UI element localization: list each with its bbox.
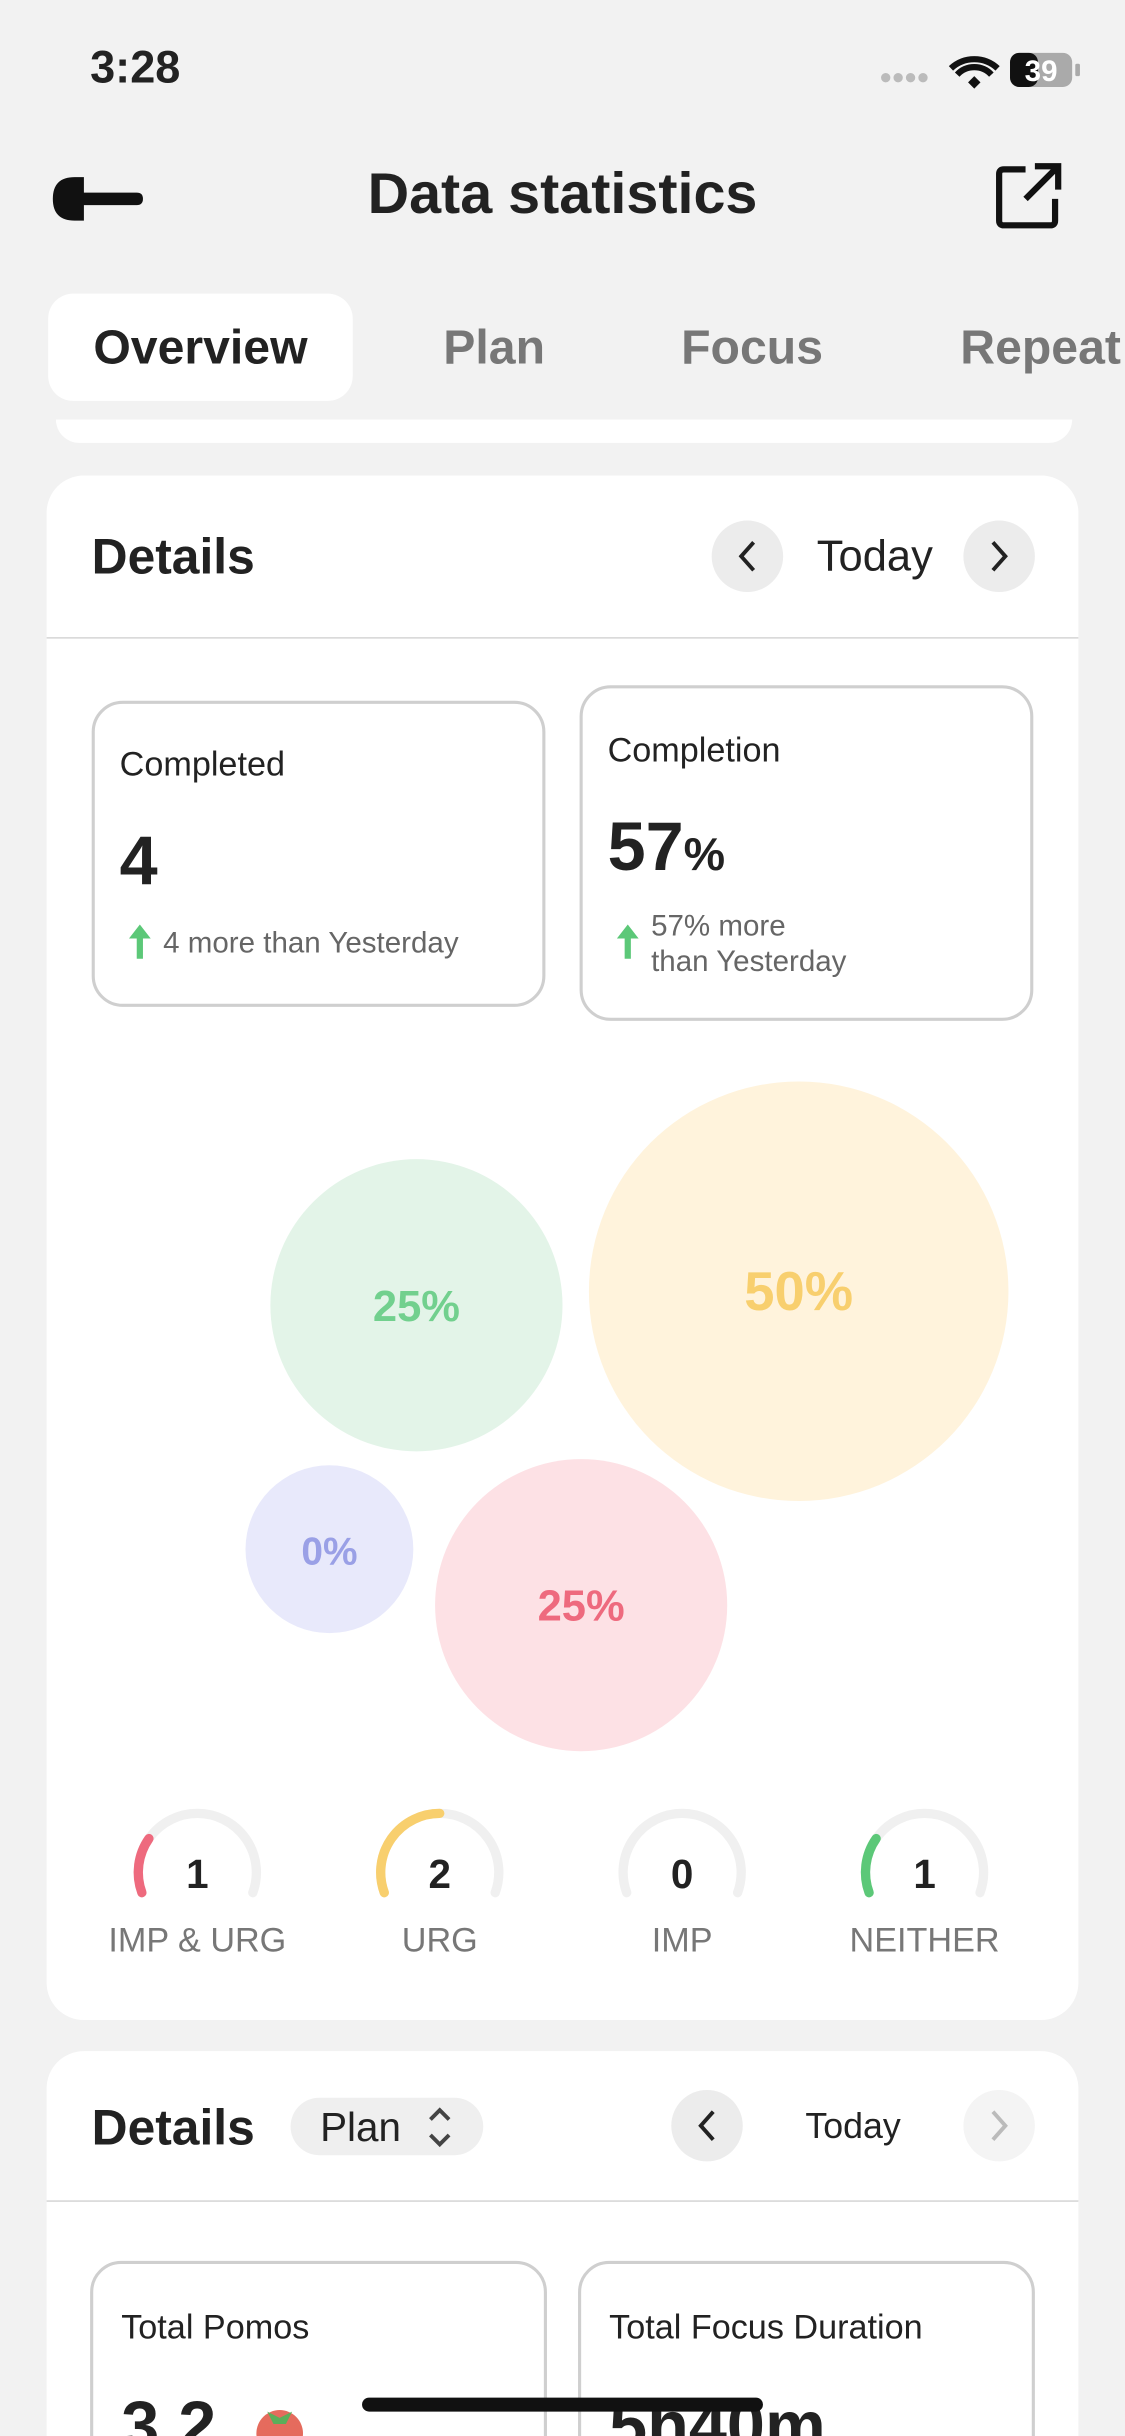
stat-label: Total Pomos xyxy=(121,2307,310,2347)
battery-level: 39 xyxy=(1025,55,1058,88)
tab[interactable]: Plan xyxy=(443,320,545,375)
home-indicator xyxy=(362,2397,763,2412)
bubble-label: 0% xyxy=(301,1531,357,1574)
next-button[interactable] xyxy=(963,2089,1035,2162)
prev-button[interactable] xyxy=(711,520,784,593)
bubble-label: 25% xyxy=(373,1283,460,1331)
tab[interactable]: Focus xyxy=(681,320,823,375)
gauge-arc xyxy=(133,1833,154,1898)
gauge-track xyxy=(618,1808,746,1898)
stat-note: 4 more than Yesterday xyxy=(163,927,459,961)
status-time: 3:28 xyxy=(90,43,181,94)
tab[interactable]: Overview xyxy=(93,320,308,375)
bubble-label: 50% xyxy=(744,1261,853,1322)
bubble xyxy=(245,1465,414,1634)
selector-icon xyxy=(429,2107,451,2148)
page-title: Data statistics xyxy=(367,161,758,226)
up-arrow xyxy=(128,924,151,959)
stat-box xyxy=(578,2260,1035,2436)
gauge-label: NEITHER xyxy=(850,1922,1000,1960)
stat-label: Completed xyxy=(119,744,285,784)
stat-note: than Yesterday xyxy=(651,946,847,979)
gauge-count: 2 xyxy=(429,1851,451,1897)
gauge-arc xyxy=(376,1808,445,1898)
gauge-arc xyxy=(860,1833,881,1898)
quadrant-visual: 25% 50% 0% 25% 1 IMP & URG 2 URG 0 IMP 1 NEITHE… xyxy=(108,1081,1009,1960)
period: Today xyxy=(816,531,933,580)
stat-value: 3.2 xyxy=(121,2388,217,2436)
bubble xyxy=(435,1459,728,1752)
next-button[interactable] xyxy=(963,520,1035,593)
back-button[interactable] xyxy=(47,168,150,230)
stat-box xyxy=(579,685,1034,1021)
bubble-label: 25% xyxy=(538,1583,625,1631)
tab-active-bg xyxy=(48,293,353,401)
stat-unit: % xyxy=(683,829,726,882)
share-button[interactable] xyxy=(994,162,1065,233)
gauge-label: IMP & URG xyxy=(108,1922,286,1960)
period: Today xyxy=(805,2105,901,2146)
previous-card-edge xyxy=(55,419,1073,443)
prev-icon xyxy=(738,541,756,572)
stat-box xyxy=(91,700,546,1007)
card-title: Details xyxy=(91,2099,255,2156)
gauge-count: 1 xyxy=(913,1851,935,1897)
stat-value: 57% xyxy=(608,813,726,882)
prev-button[interactable] xyxy=(671,2089,743,2162)
card-title: Details xyxy=(91,528,255,585)
stat-note: 57% more xyxy=(651,910,786,944)
bubble xyxy=(270,1159,563,1452)
next-icon xyxy=(991,2110,1008,2141)
tomato-icon xyxy=(256,2410,303,2436)
divider xyxy=(46,2200,1079,2202)
divider xyxy=(46,637,1079,639)
selector[interactable] xyxy=(290,2097,484,2156)
gauge-count: 0 xyxy=(671,1851,693,1897)
stat-label: Total Focus Duration xyxy=(609,2307,923,2347)
bubble xyxy=(588,1081,1009,1502)
gauge-count: 1 xyxy=(186,1851,208,1897)
stat-label: Completion xyxy=(607,730,781,770)
prev-icon xyxy=(698,2110,715,2141)
up-arrow xyxy=(616,924,639,959)
gauge-label: URG xyxy=(402,1922,478,1960)
tab[interactable]: Repeat xyxy=(960,320,1121,375)
gauge-label: IMP xyxy=(652,1922,713,1960)
selector-label: Plan xyxy=(320,2103,401,2151)
stat-number: 57 xyxy=(607,809,684,886)
status-icons: 39 xyxy=(881,52,1080,89)
stat-value: 4 xyxy=(119,823,158,900)
next-icon xyxy=(991,541,1008,572)
